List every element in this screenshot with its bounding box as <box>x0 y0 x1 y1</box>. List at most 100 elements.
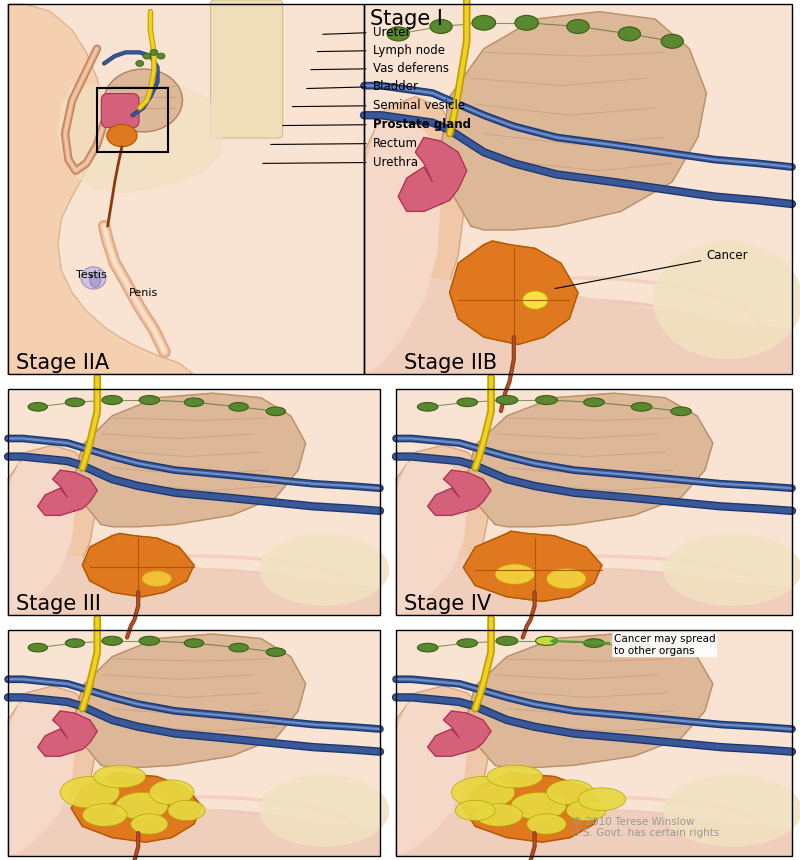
Ellipse shape <box>566 801 606 820</box>
Text: Bladder: Bladder <box>373 80 419 94</box>
Text: Cancer may spread
to other organs: Cancer may spread to other organs <box>551 634 715 655</box>
Bar <box>97 88 168 152</box>
Ellipse shape <box>102 636 122 645</box>
Ellipse shape <box>387 27 410 41</box>
Polygon shape <box>8 551 380 615</box>
Bar <box>8 630 380 856</box>
Bar <box>396 630 792 856</box>
Polygon shape <box>8 686 98 856</box>
Text: Urethra: Urethra <box>373 156 418 169</box>
Text: © 2010 Terese Winslow
U.S. Govt. has certain rights: © 2010 Terese Winslow U.S. Govt. has cer… <box>572 817 719 838</box>
Ellipse shape <box>584 398 604 407</box>
Bar <box>364 4 792 374</box>
Polygon shape <box>75 634 306 767</box>
Polygon shape <box>38 470 98 515</box>
Polygon shape <box>441 12 706 230</box>
Polygon shape <box>398 138 466 212</box>
Ellipse shape <box>663 533 800 605</box>
Ellipse shape <box>495 564 534 584</box>
Ellipse shape <box>143 53 150 59</box>
Text: Stage IIB: Stage IIB <box>404 353 497 373</box>
Ellipse shape <box>60 777 120 808</box>
Ellipse shape <box>511 792 566 820</box>
Ellipse shape <box>102 396 122 404</box>
Ellipse shape <box>515 15 538 30</box>
Ellipse shape <box>229 643 248 652</box>
Text: Vas deferens: Vas deferens <box>373 62 449 76</box>
Ellipse shape <box>168 801 205 820</box>
Polygon shape <box>58 82 222 193</box>
Bar <box>364 4 792 374</box>
Ellipse shape <box>535 636 558 645</box>
Text: Cancer: Cancer <box>555 249 748 288</box>
Polygon shape <box>8 792 380 856</box>
Text: Testis: Testis <box>76 270 106 280</box>
Text: Penis: Penis <box>129 288 158 298</box>
Ellipse shape <box>266 407 286 415</box>
Ellipse shape <box>229 402 248 411</box>
Polygon shape <box>450 241 578 345</box>
Polygon shape <box>364 97 466 374</box>
Ellipse shape <box>546 568 586 589</box>
Ellipse shape <box>418 643 438 652</box>
Ellipse shape <box>451 777 515 808</box>
Ellipse shape <box>82 804 127 826</box>
Text: Stage I: Stage I <box>370 9 443 28</box>
Ellipse shape <box>259 774 390 846</box>
Ellipse shape <box>139 636 159 645</box>
Ellipse shape <box>671 407 691 415</box>
Ellipse shape <box>475 804 522 826</box>
Ellipse shape <box>457 398 478 407</box>
Ellipse shape <box>259 533 390 605</box>
Ellipse shape <box>106 125 137 147</box>
Ellipse shape <box>487 765 542 788</box>
Text: Lymph node: Lymph node <box>373 44 445 58</box>
Polygon shape <box>396 697 467 856</box>
Polygon shape <box>396 792 792 856</box>
Text: Seminal vesicle: Seminal vesicle <box>373 99 465 113</box>
Ellipse shape <box>653 241 800 359</box>
Ellipse shape <box>94 765 146 788</box>
Bar <box>8 4 364 374</box>
Polygon shape <box>396 445 491 615</box>
Ellipse shape <box>157 53 165 59</box>
Text: Stage III: Stage III <box>16 594 101 614</box>
Bar <box>396 389 792 615</box>
Bar <box>8 4 364 374</box>
Ellipse shape <box>66 398 85 407</box>
Ellipse shape <box>136 60 144 66</box>
Bar <box>8 389 380 615</box>
Ellipse shape <box>526 814 566 834</box>
FancyBboxPatch shape <box>210 0 282 138</box>
Text: Rectum: Rectum <box>373 137 418 150</box>
Polygon shape <box>82 533 194 597</box>
Text: Prostate gland: Prostate gland <box>373 118 470 132</box>
Polygon shape <box>364 271 792 374</box>
Ellipse shape <box>618 27 641 41</box>
Bar <box>8 630 380 856</box>
Ellipse shape <box>130 814 168 834</box>
Polygon shape <box>38 711 98 756</box>
Ellipse shape <box>266 648 286 656</box>
Ellipse shape <box>139 396 159 404</box>
Polygon shape <box>396 551 792 615</box>
Text: Ureter: Ureter <box>373 26 410 40</box>
Ellipse shape <box>150 780 194 805</box>
Ellipse shape <box>535 396 558 404</box>
Polygon shape <box>467 634 713 767</box>
Ellipse shape <box>546 780 594 805</box>
Ellipse shape <box>663 774 800 846</box>
Ellipse shape <box>472 15 496 30</box>
Ellipse shape <box>496 396 518 404</box>
Ellipse shape <box>104 69 182 132</box>
Polygon shape <box>8 4 193 374</box>
Ellipse shape <box>430 20 452 34</box>
Ellipse shape <box>457 639 478 648</box>
Polygon shape <box>467 393 713 526</box>
Polygon shape <box>428 711 491 756</box>
Polygon shape <box>396 457 467 615</box>
Polygon shape <box>8 697 75 856</box>
Ellipse shape <box>150 49 158 55</box>
Ellipse shape <box>142 571 172 587</box>
Ellipse shape <box>671 648 691 656</box>
